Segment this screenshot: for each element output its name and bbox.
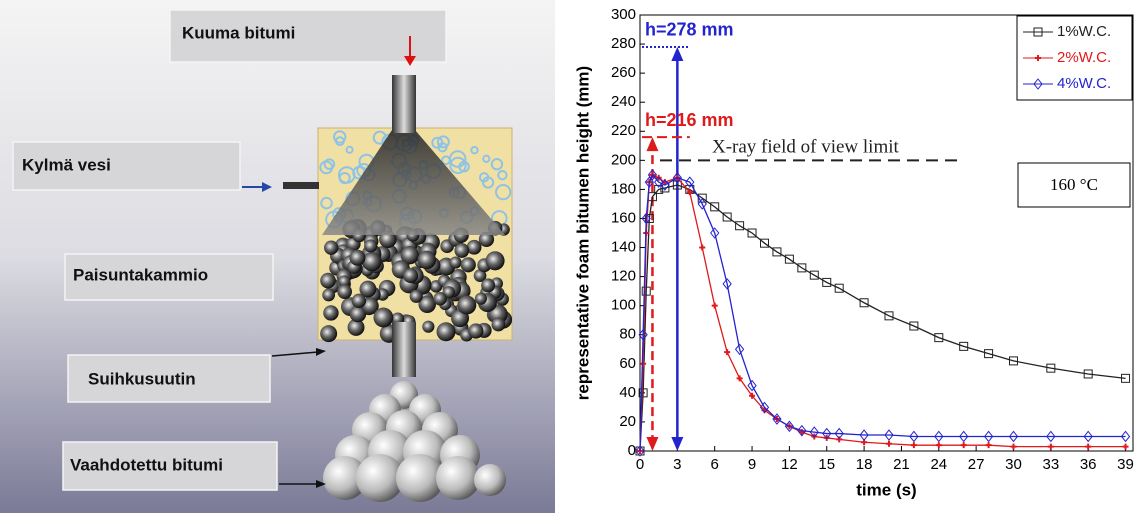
label: Kylmä vesi [22, 155, 111, 174]
bubble [433, 292, 447, 306]
y-tick-label: 200 [611, 151, 636, 168]
bubble [322, 289, 335, 302]
x-tick-label: 36 [1080, 456, 1097, 473]
x-tick-label: 12 [781, 456, 798, 473]
outlet-nozzle [392, 322, 416, 377]
bubble [468, 323, 483, 338]
y-axis-label: representative foam bitumen height (mm) [573, 66, 592, 400]
y-tick-label: 220 [611, 122, 636, 139]
bubble [323, 305, 338, 320]
x-tick-label: 15 [818, 456, 835, 473]
inlet-nozzle [392, 75, 416, 133]
y-tick-label: 100 [611, 297, 636, 314]
y-tick-label: 0 [628, 442, 636, 459]
y-tick-label: 300 [611, 6, 636, 23]
y-tick-label: 120 [611, 268, 636, 285]
bubble [350, 250, 366, 266]
x-tick-label: 0 [636, 456, 644, 473]
bubble [437, 322, 456, 341]
y-tick-label: 260 [611, 64, 636, 81]
annotation: h=278 mm [645, 20, 734, 40]
x-tick-label: 21 [893, 456, 910, 473]
x-tick-label: 9 [748, 456, 756, 473]
foam-ball [474, 464, 506, 496]
x-tick-label: 24 [930, 456, 947, 473]
water-pipe [283, 182, 319, 189]
chart: 0204060801001201401601802002202402602803… [573, 6, 1133, 500]
bubble [491, 318, 505, 332]
y-tick-label: 140 [611, 239, 636, 256]
bubble [422, 321, 434, 333]
bubble [362, 252, 381, 271]
bubble [486, 251, 505, 270]
y-tick-label: 180 [611, 180, 636, 197]
x-axis-label: time (s) [856, 480, 916, 499]
y-tick-label: 160 [611, 209, 636, 226]
diagram: Kuuma bitumi Kylmä vesi Paisuntakammio S… [0, 0, 555, 513]
bubble [364, 239, 377, 252]
x-tick-label: 39 [1117, 456, 1134, 473]
bubble [418, 251, 436, 269]
y-tick-label: 80 [619, 326, 636, 343]
bubble [410, 290, 423, 303]
legend-label: 4%W.C. [1057, 75, 1111, 92]
annotation: h=216 mm [645, 110, 734, 130]
bubble [481, 278, 495, 292]
y-tick-label: 40 [619, 384, 636, 401]
bubble [320, 325, 337, 342]
bubble [324, 241, 338, 255]
legend-label: 2%W.C. [1057, 49, 1111, 66]
y-tick-label: 280 [611, 35, 636, 52]
y-tick-label: 240 [611, 93, 636, 110]
bubble [457, 296, 476, 315]
figure: Kuuma bitumi Kylmä vesi Paisuntakammio S… [0, 0, 1143, 513]
bubble [454, 243, 469, 258]
note: 160 °C [1050, 175, 1098, 194]
label: Kuuma bitumi [182, 23, 295, 42]
x-tick-label: 6 [711, 456, 719, 473]
x-tick-label: 30 [1005, 456, 1022, 473]
x-tick-label: 18 [856, 456, 873, 473]
foam-ball [436, 456, 480, 500]
bubble [373, 308, 393, 328]
label: Vaahdotettu bitumi [70, 455, 223, 474]
bubble [461, 257, 476, 272]
x-tick-label: 3 [673, 456, 681, 473]
bubble [337, 284, 352, 299]
x-tick-label: 33 [1042, 456, 1059, 473]
bubble [403, 268, 418, 283]
bubble [449, 256, 461, 268]
y-tick-label: 60 [619, 355, 636, 372]
bubble [352, 294, 366, 308]
annotation: X-ray field of view limit [712, 137, 900, 158]
bubble [320, 273, 336, 289]
y-tick-label: 20 [619, 413, 636, 430]
label: Suihkusuutin [88, 369, 196, 388]
label: Paisuntakammio [73, 265, 208, 284]
legend-label: 1%W.C. [1057, 23, 1111, 40]
x-tick-label: 27 [968, 456, 985, 473]
bubble [475, 293, 487, 305]
